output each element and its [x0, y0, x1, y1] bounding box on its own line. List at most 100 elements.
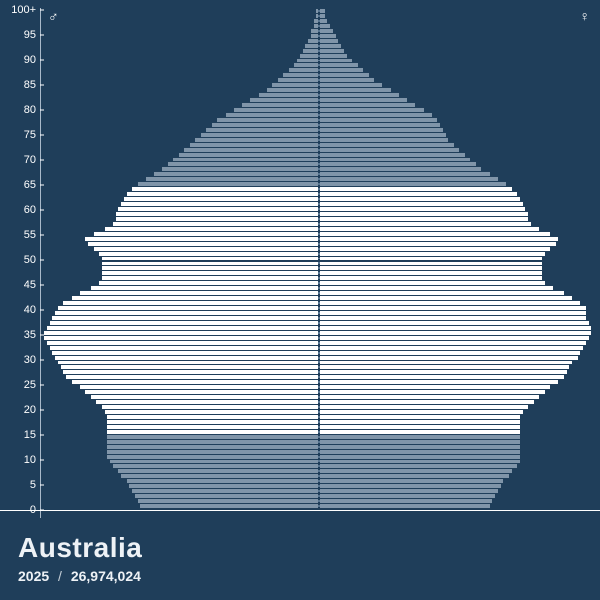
center-dot: [318, 277, 320, 279]
center-dot: [318, 272, 320, 274]
age-row: [44, 9, 594, 13]
female-bar: [319, 415, 520, 419]
center-dot: [318, 441, 320, 443]
center-dot: [318, 480, 320, 482]
age-row: [44, 128, 594, 132]
age-row: [44, 504, 594, 508]
center-dot: [318, 317, 320, 319]
female-bar: [319, 242, 556, 246]
male-bar: [127, 479, 320, 483]
female-bar: [319, 271, 542, 275]
age-row: [44, 405, 594, 409]
center-dot: [318, 332, 320, 334]
male-bar: [173, 158, 319, 162]
age-row: [44, 380, 594, 384]
male-bar: [105, 227, 320, 231]
center-dot: [318, 396, 320, 398]
male-bar: [294, 63, 319, 67]
female-bar: [319, 346, 583, 350]
female-bar: [319, 39, 338, 43]
age-row: [44, 49, 594, 53]
age-row: [44, 177, 594, 181]
y-axis: 0510152025303540455055606570758085909510…: [0, 0, 40, 510]
age-row: [44, 390, 594, 394]
center-dot: [318, 465, 320, 467]
female-bar: [319, 390, 545, 394]
male-bar: [124, 197, 319, 201]
age-row: [44, 29, 594, 33]
female-bar: [319, 162, 476, 166]
center-dot: [318, 267, 320, 269]
age-row: [44, 197, 594, 201]
age-row: [44, 356, 594, 360]
age-row: [44, 19, 594, 23]
male-bar: [184, 148, 319, 152]
male-bar: [107, 435, 319, 439]
age-row: [44, 237, 594, 241]
center-dot: [318, 470, 320, 472]
center-dot: [318, 352, 320, 354]
female-bar: [319, 83, 382, 87]
age-row: [44, 93, 594, 97]
female-bar: [319, 365, 569, 369]
male-bar: [146, 177, 319, 181]
male-bar: [47, 326, 319, 330]
male-bar: [96, 400, 319, 404]
center-dot: [318, 139, 320, 141]
male-bar: [212, 123, 319, 127]
age-row: [44, 133, 594, 137]
male-bar: [107, 420, 319, 424]
male-bar: [63, 301, 319, 305]
center-dot: [318, 84, 320, 86]
age-row: [44, 370, 594, 374]
male-bar: [55, 311, 319, 315]
population: 26,974,024: [71, 568, 141, 584]
female-bar: [319, 262, 542, 266]
y-tick-label: 20: [24, 404, 36, 416]
female-bar: [319, 455, 520, 459]
male-bar: [85, 390, 319, 394]
age-row: [44, 162, 594, 166]
y-tick-label: 100+: [11, 4, 36, 16]
male-bar: [242, 103, 319, 107]
female-bar: [319, 380, 558, 384]
male-bar: [116, 217, 320, 221]
age-row: [44, 68, 594, 72]
center-dot: [318, 302, 320, 304]
female-bar: [319, 405, 528, 409]
male-bar: [226, 113, 320, 117]
age-row: [44, 14, 594, 18]
age-row: [44, 138, 594, 142]
y-tick-label: 85: [24, 79, 36, 91]
center-dot: [318, 342, 320, 344]
female-bar: [319, 311, 586, 315]
male-bar: [102, 262, 319, 266]
center-dot: [318, 198, 320, 200]
female-bar: [319, 361, 572, 365]
age-row: [44, 316, 594, 320]
male-bar: [50, 346, 320, 350]
center-dot: [318, 416, 320, 418]
male-bar: [201, 133, 319, 137]
age-row: [44, 469, 594, 473]
female-bar: [319, 336, 589, 340]
female-bar: [319, 237, 558, 241]
center-dot: [318, 50, 320, 52]
male-bar: [107, 445, 319, 449]
age-row: [44, 108, 594, 112]
age-row: [44, 474, 594, 478]
female-bar: [319, 257, 542, 261]
female-bar: [319, 474, 509, 478]
male-bar: [58, 306, 319, 310]
center-dot: [318, 233, 320, 235]
center-dot: [318, 490, 320, 492]
age-row: [44, 375, 594, 379]
country-name: Australia: [18, 532, 582, 564]
center-dot: [318, 208, 320, 210]
y-tick-label: 40: [24, 304, 36, 316]
center-dot: [318, 451, 320, 453]
y-tick-label: 5: [30, 479, 36, 491]
female-bar: [319, 212, 528, 216]
age-row: [44, 24, 594, 28]
age-row: [44, 445, 594, 449]
